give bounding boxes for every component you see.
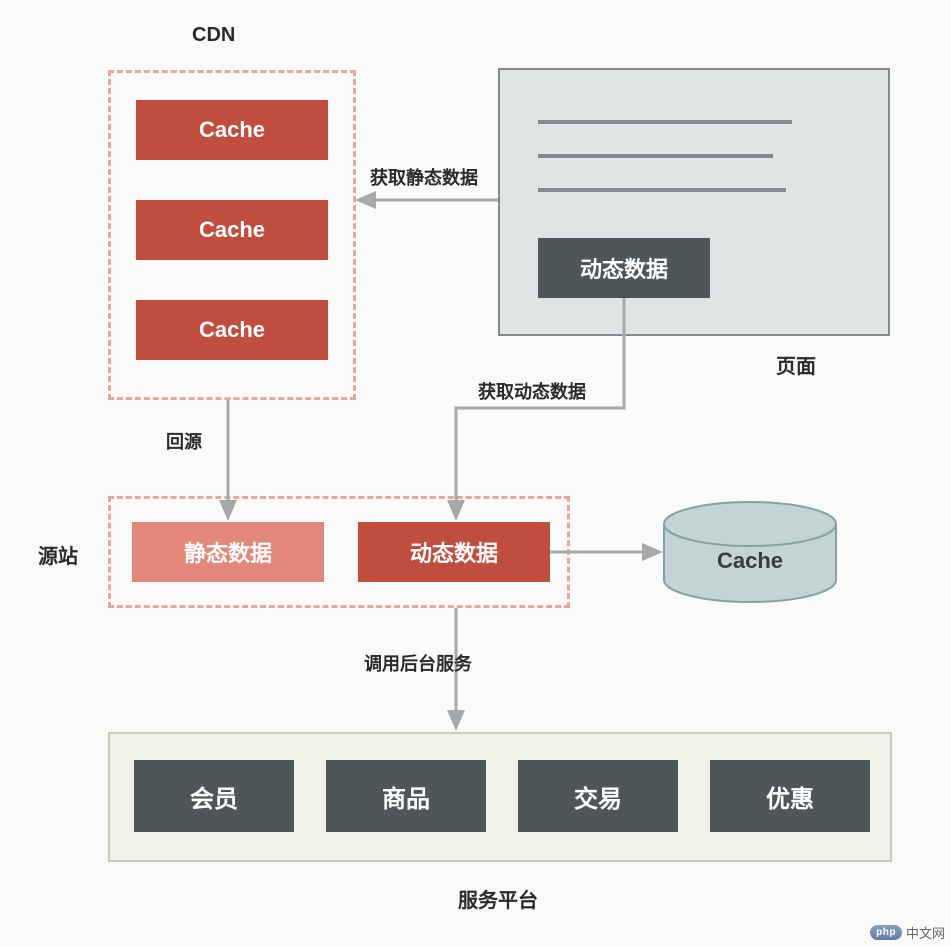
watermark-badge: php <box>870 925 902 940</box>
edge-label-get-static: 获取静态数据 <box>370 164 478 190</box>
edge-label-call-backend: 调用后台服务 <box>364 650 472 676</box>
page-text-line <box>538 154 773 158</box>
cdn-title: CDN <box>192 24 235 47</box>
edge-label-back-to-origin: 回源 <box>166 428 202 454</box>
service-item-label: 商品 <box>382 779 430 814</box>
origin-static-label: 静态数据 <box>184 536 272 568</box>
origin-dynamic-label: 动态数据 <box>410 536 498 568</box>
edge-label-get-dynamic: 获取动态数据 <box>478 378 586 404</box>
origin-static-box: 静态数据 <box>132 522 324 582</box>
watermark-text: 中文网 <box>906 923 945 942</box>
service-item-label: 优惠 <box>766 779 814 814</box>
cdn-cache-label: Cache <box>199 217 265 243</box>
diagram-canvas: Cache Cache Cache 动态数据 静态数据 动态数据 会员 商品 交… <box>0 0 951 946</box>
service-item-label: 交易 <box>574 779 622 814</box>
cache-db-label: Cache <box>717 548 783 573</box>
cdn-cache-label: Cache <box>199 117 265 143</box>
service-item-label: 会员 <box>190 779 238 814</box>
service-item-trade: 交易 <box>518 760 678 832</box>
page-dynamic-label: 动态数据 <box>580 252 668 284</box>
cdn-cache-box: Cache <box>136 200 328 260</box>
service-item-discount: 优惠 <box>710 760 870 832</box>
service-item-product: 商品 <box>326 760 486 832</box>
page-dynamic-box: 动态数据 <box>538 238 710 298</box>
page-caption: 页面 <box>776 350 816 379</box>
origin-label: 源站 <box>38 540 78 569</box>
cdn-cache-label: Cache <box>199 317 265 343</box>
service-item-member: 会员 <box>134 760 294 832</box>
watermark: php 中文网 <box>870 923 945 942</box>
cdn-cache-box: Cache <box>136 300 328 360</box>
cdn-cache-box: Cache <box>136 100 328 160</box>
page-text-line <box>538 188 786 192</box>
service-platform-label: 服务平台 <box>458 884 538 913</box>
cache-cylinder: Cache <box>664 502 836 602</box>
origin-dynamic-box: 动态数据 <box>358 522 550 582</box>
page-text-line <box>538 120 792 124</box>
